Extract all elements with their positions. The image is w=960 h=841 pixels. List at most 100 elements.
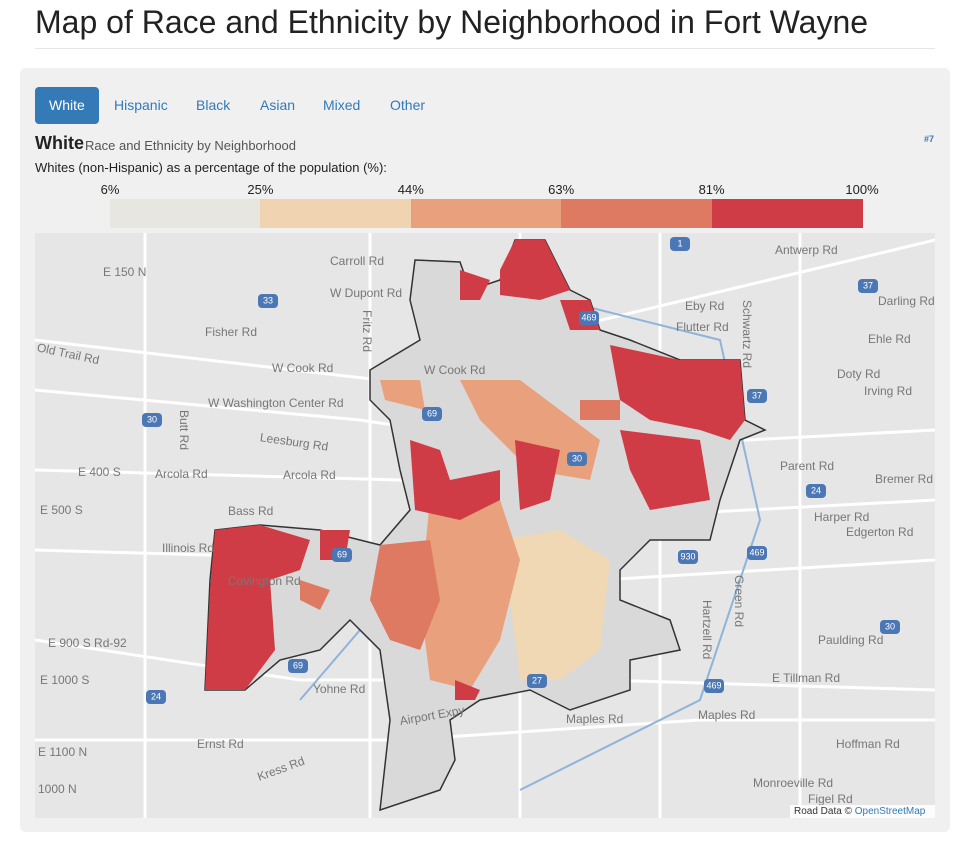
tab[interactable]: White [35, 87, 99, 124]
shield-number: 30 [885, 621, 895, 631]
street-label: W Washington Center Rd [208, 396, 344, 410]
route-shield: 469 [704, 679, 724, 693]
street-label: Fritz Rd [360, 310, 374, 352]
street-label: Bremer Rd [875, 472, 933, 486]
tab[interactable]: Hispanic [114, 97, 168, 113]
street-label: Carroll Rd [330, 254, 384, 268]
shield-number: 469 [581, 312, 596, 322]
shield-number: 24 [811, 485, 821, 495]
legend-swatch [260, 199, 412, 228]
street-label: Hoffman Rd [836, 737, 900, 751]
street-label: Maples Rd [698, 708, 755, 722]
street-label: Green Rd [732, 575, 746, 627]
route-shield: 30 [880, 620, 900, 634]
shield-number: 37 [752, 390, 762, 400]
route-shield: 30 [142, 413, 162, 427]
tab[interactable]: Asian [260, 97, 296, 113]
shield-badge [670, 237, 690, 251]
shield-number: 1 [677, 238, 682, 248]
shield-badge [880, 620, 900, 634]
shield-badge [747, 546, 767, 560]
route-shield: 69 [422, 407, 442, 421]
shield-number: 69 [427, 408, 437, 418]
shield-badge [332, 548, 352, 562]
tab[interactable]: Black [196, 97, 231, 113]
shield-badge [288, 659, 308, 673]
legend-label: 6% [100, 182, 120, 197]
street-label: Flutter Rd [676, 320, 729, 334]
description: Whites (non-Hispanic) as a percentage of… [35, 160, 387, 175]
page-title: Map of Race and Ethnicity by Neighborhoo… [35, 4, 869, 40]
street-label: E 900 S Rd-92 [48, 636, 127, 650]
anchor-link[interactable]: #7 [924, 134, 935, 144]
street-label: Antwerp Rd [775, 243, 838, 257]
shield-badge [146, 690, 166, 704]
street-label: Arcola Rd [283, 468, 336, 482]
route-shield: 69 [288, 659, 308, 673]
shield-badge [258, 294, 278, 308]
shield-badge [527, 674, 547, 688]
shield-number: 37 [863, 280, 873, 290]
shield-badge [142, 413, 162, 427]
tab[interactable]: Other [390, 97, 426, 113]
shield-number: 469 [749, 547, 764, 557]
shield-badge [747, 389, 767, 403]
attribution-text: Road Data © [794, 806, 852, 817]
shield-badge [678, 550, 698, 564]
tracts [205, 240, 745, 700]
attribution: Road Data © OpenStreetMap [794, 806, 925, 817]
shield-number: 469 [706, 680, 721, 690]
shield-badge [806, 484, 826, 498]
shield-badge [579, 311, 599, 325]
street-label: Harper Rd [814, 510, 869, 524]
legend-label: 25% [247, 182, 274, 197]
divider [35, 48, 935, 49]
shield-number: 30 [147, 414, 157, 424]
legend-swatch [561, 199, 713, 228]
shield-badge [422, 407, 442, 421]
street-label: E 150 N [103, 265, 146, 279]
shield-number: 30 [572, 453, 582, 463]
street-label: Schwartz Rd [740, 300, 754, 368]
legend-label: 81% [698, 182, 725, 197]
legend-label: 44% [397, 182, 424, 197]
street-label: Bass Rd [228, 504, 273, 518]
route-shield: 33 [258, 294, 278, 308]
tab[interactable]: Mixed [323, 97, 361, 113]
shield-number: 24 [151, 691, 161, 701]
street-label: E 1100 N [38, 745, 87, 759]
shield-number: 930 [680, 551, 695, 561]
shield-number: 69 [293, 660, 303, 670]
attribution-link[interactable]: OpenStreetMap [854, 806, 926, 817]
legend-label: 100% [845, 182, 879, 197]
street-label: Doty Rd [837, 367, 880, 381]
legend-label: 63% [548, 182, 575, 197]
street-label: W Cook Rd [424, 363, 485, 377]
shield-number: 27 [532, 675, 542, 685]
legend-swatch [410, 199, 562, 228]
street-label: 1000 N [38, 782, 77, 796]
street-label: Paulding Rd [818, 633, 883, 647]
street-label: W Dupont Rd [330, 286, 402, 300]
street-label: Hartzell Rd [700, 600, 714, 659]
route-shield: 469 [747, 546, 767, 560]
street-label: Butt Rd [177, 410, 191, 450]
street-label: Edgerton Rd [846, 525, 913, 539]
street-label: Figel Rd [808, 792, 853, 806]
street-label: Ernst Rd [197, 737, 244, 751]
street-label: Darling Rd [878, 294, 935, 308]
street-label: Monroeville Rd [753, 776, 833, 790]
street-label: Fisher Rd [205, 325, 257, 339]
street-label: Ehle Rd [868, 332, 911, 346]
route-shield: 37 [858, 279, 878, 293]
route-shield: 469 [579, 311, 599, 325]
street-label: Maples Rd [566, 712, 623, 726]
shield-number: 33 [263, 295, 273, 305]
legend-swatch [711, 199, 863, 228]
street-label: Parent Rd [780, 459, 834, 473]
legend-swatch [110, 199, 261, 228]
street-label: Illinois Rd [162, 541, 214, 555]
street-label: Yohne Rd [313, 682, 365, 696]
